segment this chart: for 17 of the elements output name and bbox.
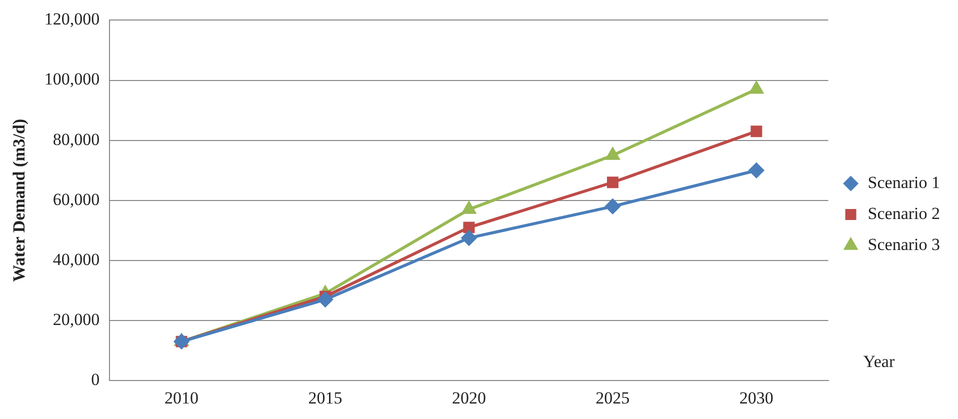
x-tick-label: 2010 (164, 388, 199, 408)
y-tick-label: 60,000 (52, 190, 100, 209)
y-tick-label: 20,000 (52, 310, 100, 329)
legend-label: Scenario 3 (868, 234, 940, 254)
y-tick-label: 80,000 (52, 130, 100, 149)
y-tick-label: 100,000 (44, 70, 100, 89)
x-axis-title: Year (863, 352, 895, 372)
x-tick-label: 2020 (452, 388, 486, 408)
x-tick-label: 2030 (739, 388, 774, 408)
legend-label: Scenario 2 (868, 204, 940, 223)
y-axis-title: Water Demand (m3/d) (10, 118, 29, 282)
y-tick-label: 120,000 (44, 10, 100, 29)
x-tick-label: 2015 (308, 388, 342, 408)
x-tick-label: 2025 (596, 388, 630, 408)
legend-label: Scenario 1 (868, 172, 940, 192)
y-tick-label: 0 (91, 370, 100, 390)
y-tick-label: 40,000 (52, 250, 100, 269)
